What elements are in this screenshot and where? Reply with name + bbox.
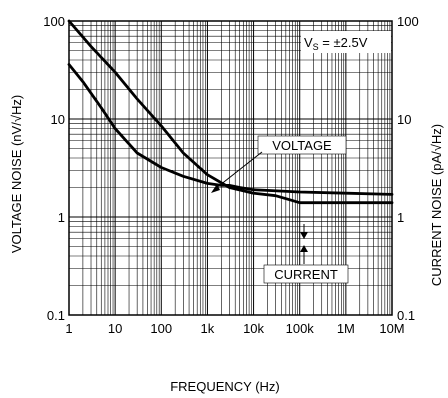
- x-tick-label: 10k: [243, 321, 264, 336]
- current-arrowhead-up: [300, 245, 308, 252]
- y-right-tick-label: 1: [397, 210, 404, 225]
- y-left-tick-label: 0.1: [47, 308, 65, 323]
- y-right-tick-label: 100: [397, 14, 419, 29]
- voltage-leader-line: [214, 151, 263, 190]
- y-left-tick-label: 100: [43, 14, 65, 29]
- current-arrowhead-down: [300, 232, 308, 239]
- current-annotation-label: CURRENT: [274, 267, 338, 282]
- y-right-tick-labels: 0.1 1 10 100: [397, 14, 419, 323]
- current-annotation: CURRENT: [263, 224, 349, 284]
- y-left-tick-label: 10: [51, 112, 65, 127]
- series-line-voltage: [67, 63, 394, 196]
- x-tick-labels: 1 10 100 1k 10k 100k 1M 10M: [65, 321, 404, 336]
- y-right-tick-label: 0.1: [397, 308, 415, 323]
- x-tick-label: 1: [65, 321, 72, 336]
- voltage-annotation: VOLTAGE: [211, 135, 347, 193]
- x-axis-title: FREQUENCY (Hz): [170, 379, 280, 394]
- x-tick-label: 1M: [337, 321, 355, 336]
- x-tick-label: 10: [108, 321, 122, 336]
- voltage-arrowhead: [211, 184, 220, 193]
- y-right-tick-label: 10: [397, 112, 411, 127]
- voltage-annotation-label: VOLTAGE: [272, 138, 332, 153]
- y-left-tick-label: 1: [58, 210, 65, 225]
- condition-label: VS = ±2.5V: [304, 35, 368, 52]
- plot-frame: [68, 20, 393, 316]
- x-tick-label: 100: [150, 321, 172, 336]
- y-left-axis-title: VOLTAGE NOISE (nV/√Hz): [9, 95, 24, 253]
- x-tick-label: 100k: [286, 321, 315, 336]
- y-right-axis-title: CURRENT NOISE (pA/√Hz): [429, 124, 444, 286]
- y-left-tick-labels: 0.1 1 10 100: [43, 14, 65, 323]
- series-lines: [67, 19, 394, 205]
- x-tick-label: 10M: [379, 321, 404, 336]
- series-line-current: [67, 19, 394, 205]
- x-tick-label: 1k: [201, 321, 215, 336]
- condition-box: VS = ±2.5V: [301, 31, 391, 53]
